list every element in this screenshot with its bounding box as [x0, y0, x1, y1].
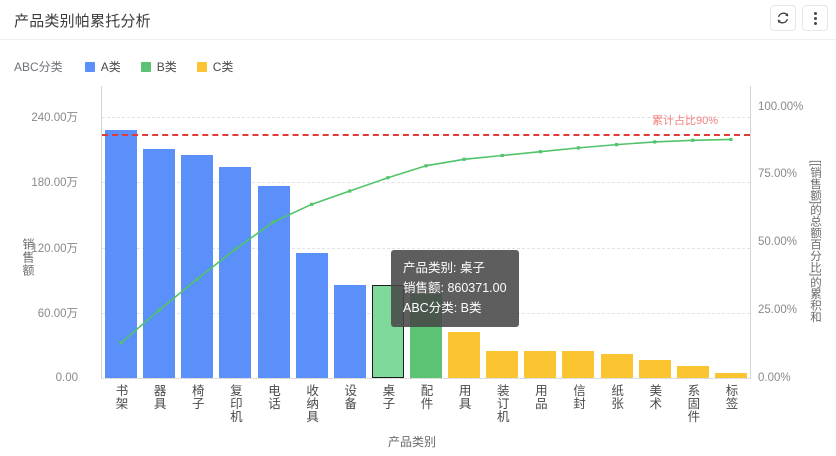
bar-书架[interactable]	[105, 130, 138, 378]
bar-椅子[interactable]	[181, 155, 214, 378]
line-point[interactable]	[386, 176, 390, 180]
x-axis-label-电话[interactable]: 电话	[266, 384, 281, 410]
x-axis-title: 产品类别	[388, 435, 437, 449]
reference-line	[102, 133, 750, 136]
y-axis-right-tick: 100.00%	[758, 100, 804, 113]
y-axis-left-tick: 60.00万	[37, 307, 78, 320]
x-axis-label-用具[interactable]: 用具	[456, 384, 471, 410]
legend-label-a: A类	[100, 60, 121, 74]
bar-收纳具[interactable]	[295, 253, 328, 378]
line-point[interactable]	[233, 247, 238, 251]
tooltip-row-class: ABC分类: B类	[403, 301, 482, 315]
gridline	[102, 247, 750, 249]
y-axis-left-line	[101, 86, 102, 379]
bar-纸张[interactable]	[600, 354, 633, 378]
x-axis-label-椅子[interactable]: 椅子	[189, 384, 204, 410]
refresh-button[interactable]	[770, 5, 796, 31]
y-axis-left-title: 销售额	[21, 238, 35, 277]
y-axis-right-tick: 75.00%	[758, 168, 798, 181]
reference-line-label: 累计占比90%	[652, 114, 719, 127]
bar-标签[interactable]	[714, 372, 747, 378]
y-axis-right-tick: 25.00%	[758, 304, 798, 317]
legend-swatch-c	[196, 61, 207, 72]
line-point[interactable]	[424, 164, 428, 168]
legend-label-b: B类	[156, 60, 177, 74]
y-axis-right-title: [[销售额]的总额百分比]的累积和	[809, 160, 821, 323]
bar-装订机[interactable]	[486, 350, 519, 378]
x-axis-label-标签[interactable]: 标签	[723, 384, 738, 410]
tooltip-row-category: 产品类别: 桌子	[403, 261, 485, 275]
legend-swatch-a	[84, 61, 95, 72]
legend-item-b[interactable]: B类	[140, 58, 177, 75]
chart-tooltip: 产品类别: 桌子 销售额: 860371.00 ABC分类: B类	[391, 250, 519, 327]
y-axis-right-tick: 50.00%	[758, 236, 798, 249]
line-point[interactable]	[729, 137, 733, 142]
y-axis-left-tick: 240.00万	[31, 112, 78, 125]
x-axis-label-纸张[interactable]: 纸张	[609, 384, 624, 410]
line-point[interactable]	[653, 140, 657, 144]
gridline	[102, 378, 750, 379]
bar-复印机[interactable]	[219, 167, 252, 378]
bar-美术[interactable]	[638, 359, 671, 378]
line-point[interactable]	[119, 341, 123, 345]
x-axis-label-配件[interactable]: 配件	[418, 384, 433, 410]
line-point[interactable]	[538, 150, 542, 154]
x-axis-label-书架[interactable]: 书架	[113, 384, 128, 410]
bar-系固件[interactable]	[676, 366, 709, 378]
line-point[interactable]	[614, 143, 619, 147]
legend-swatch-b	[140, 61, 151, 72]
line-point[interactable]	[157, 308, 161, 312]
bar-信封[interactable]	[562, 351, 595, 378]
y-axis-right-tick: 0.00%	[758, 372, 791, 384]
x-axis-label-器具[interactable]: 器具	[151, 384, 166, 410]
x-axis-label-信封[interactable]: 信封	[570, 384, 585, 410]
line-point[interactable]	[348, 189, 352, 193]
bar-用品[interactable]	[524, 351, 557, 378]
line-point[interactable]	[576, 146, 581, 150]
cumulative-line-series	[119, 137, 733, 345]
legend-item-a[interactable]: A类	[84, 58, 121, 75]
bar-设备[interactable]	[333, 284, 366, 378]
x-axis-label-复印机[interactable]: 复印机	[227, 384, 242, 423]
more-vertical-icon	[813, 11, 817, 25]
legend: ABC分类 A类 B类 C类	[14, 58, 253, 75]
x-axis-label-装订机[interactable]: 装订机	[494, 384, 509, 423]
x-axis-label-桌子[interactable]: 桌子	[380, 384, 395, 410]
x-axis-label-系固件[interactable]: 系固件	[685, 384, 700, 423]
y-axis-right-line	[750, 86, 751, 379]
chart-header: 产品类别帕累托分析	[0, 0, 836, 40]
header-actions	[770, 5, 828, 31]
x-axis-label-用品[interactable]: 用品	[532, 384, 547, 410]
y-axis-left-tick: 0.00	[55, 372, 78, 384]
y-axis-left-tick: 180.00万	[31, 177, 78, 190]
more-options-button[interactable]	[802, 5, 828, 31]
tooltip-row-sales: 销售额: 860371.00	[403, 281, 507, 295]
x-axis-label-设备[interactable]: 设备	[342, 384, 357, 410]
page-title: 产品类别帕累托分析	[14, 13, 151, 30]
gridline	[102, 182, 750, 184]
legend-item-c[interactable]: C类	[196, 58, 234, 75]
refresh-icon	[777, 12, 789, 24]
line-point[interactable]	[310, 202, 314, 206]
line-point[interactable]	[462, 157, 466, 161]
legend-title: ABC分类	[14, 60, 63, 74]
x-axis-label-美术[interactable]: 美术	[647, 384, 662, 410]
legend-label-c: C类	[212, 60, 234, 74]
line-point[interactable]	[271, 220, 276, 224]
y-axis-left-tick: 120.00万	[31, 242, 78, 255]
gridline	[102, 117, 750, 119]
x-axis-label-收纳具[interactable]: 收纳具	[304, 384, 319, 423]
bar-器具[interactable]	[143, 148, 176, 378]
bar-用具[interactable]	[448, 332, 481, 378]
line-point[interactable]	[195, 277, 199, 281]
plot-area: 累计占比90%	[102, 89, 750, 379]
line-point[interactable]	[500, 153, 504, 158]
line-point[interactable]	[691, 138, 695, 142]
